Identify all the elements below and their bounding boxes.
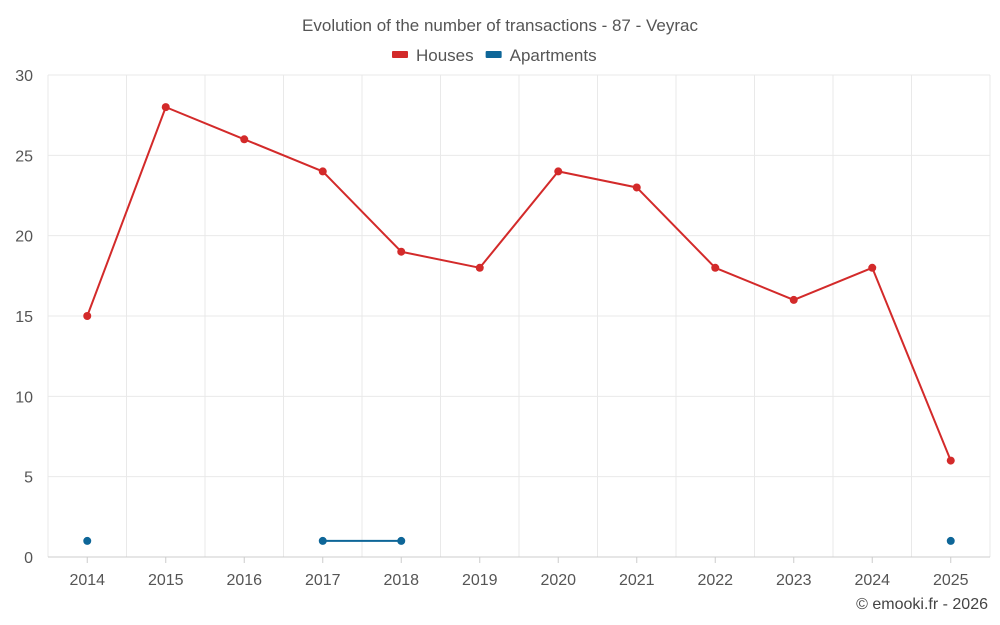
- series-layer: [83, 103, 955, 545]
- x-tick-label: 2021: [619, 572, 655, 589]
- x-tick-label: 2016: [226, 572, 262, 589]
- x-tick-label: 2025: [933, 572, 969, 589]
- series-houses: [83, 103, 955, 465]
- series-apartments: [83, 536, 955, 545]
- legend-swatch-apartments: [485, 51, 502, 58]
- data-point: [711, 263, 720, 272]
- x-tick-label: 2015: [148, 572, 184, 589]
- data-point: [475, 263, 484, 272]
- y-tick-label: 10: [15, 389, 33, 406]
- y-tick-label: 0: [24, 550, 33, 567]
- data-point: [632, 183, 641, 192]
- x-tick-label: 2018: [383, 572, 419, 589]
- y-tick-label: 30: [15, 68, 33, 85]
- x-tick-label: 2022: [697, 572, 733, 589]
- legend-swatch-houses: [392, 51, 408, 58]
- data-point: [946, 536, 955, 545]
- y-tick-label: 20: [15, 229, 33, 246]
- y-tick-label: 15: [15, 309, 33, 326]
- x-tick-label: 2017: [305, 572, 341, 589]
- x-tick-label: 2024: [854, 572, 890, 589]
- legend-label-apartments: Apartments: [510, 46, 597, 65]
- data-point: [318, 536, 327, 545]
- x-tick-label: 2023: [776, 572, 812, 589]
- grid: [47, 74, 991, 557]
- data-point: [868, 263, 877, 272]
- x-tick-label: 2020: [540, 572, 576, 589]
- data-point: [789, 295, 798, 304]
- legend-label-houses: Houses: [416, 46, 474, 65]
- credit-text: © emooki.fr - 2026: [856, 596, 988, 613]
- data-point: [946, 456, 955, 465]
- data-point: [83, 536, 92, 545]
- data-point: [397, 536, 406, 545]
- data-point: [161, 103, 170, 112]
- data-point: [554, 167, 563, 176]
- legend: Houses Apartments: [392, 46, 597, 65]
- x-tick-label: 2019: [462, 572, 498, 589]
- y-tick-label: 5: [24, 470, 33, 487]
- data-point: [397, 247, 406, 256]
- y-tick-label: 25: [15, 148, 33, 165]
- data-point: [318, 167, 327, 176]
- series-line: [86, 106, 952, 461]
- chart-title: Evolution of the number of transactions …: [302, 16, 698, 35]
- data-point: [83, 312, 92, 320]
- data-point: [240, 135, 249, 144]
- x-tick-label: 2014: [69, 572, 105, 589]
